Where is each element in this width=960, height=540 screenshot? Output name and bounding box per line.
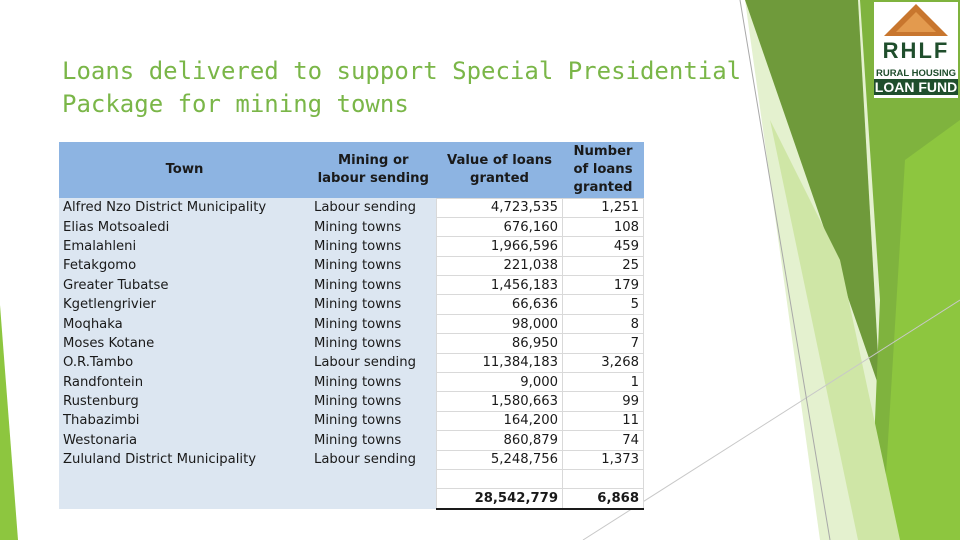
cell-loan-value: 4,723,535 [436, 197, 563, 218]
table-row: Westonaria Mining towns 860,879 74 [59, 430, 644, 451]
cell-sending-type: Mining towns [310, 294, 437, 315]
cell-town: Westonaria [59, 430, 310, 451]
cell-town: Zululand District Municipality [59, 450, 310, 470]
cell-loan-value: 66,636 [436, 294, 563, 315]
cell-town: Moses Kotane [59, 333, 310, 354]
cell-town: Elias Motsoaledi [59, 217, 310, 237]
cell-loan-count: 3,268 [562, 352, 644, 374]
cell-loan-value: 676,160 [436, 216, 563, 238]
cell-sending-type: Mining towns [310, 333, 437, 354]
header-value: Value of loans granted [436, 142, 563, 198]
table-row: Elias Motsoaledi Mining towns 676,160 108 [59, 216, 644, 238]
header-town: Town [59, 142, 310, 198]
house-roof-icon [884, 4, 948, 36]
table-row: Zululand District Municipality Labour sen… [59, 449, 644, 470]
cell-town: Alfred Nzo District Municipality [59, 198, 310, 218]
cell-loan-count: 1 [562, 372, 644, 393]
table-row: Rustenburg Mining towns 1,580,663 99 [59, 391, 644, 412]
cell-sending-type: Mining towns [310, 275, 437, 295]
cell-sending-type: Mining towns [310, 430, 437, 451]
table-row: Emalahleni Mining towns 1,966,596 459 [59, 236, 644, 257]
table-row: Thabazimbi Mining towns 164,200 11 [59, 410, 644, 432]
cell-loan-count: 7 [562, 333, 644, 354]
cell-loan-value: 5,248,756 [436, 449, 563, 470]
table-body: Alfred Nzo District Municipality Labour s… [59, 197, 644, 470]
cell-sending-type: Mining towns [310, 217, 437, 237]
cell-sending-type: Mining towns [310, 411, 437, 431]
cell-sending-type: Mining towns [310, 314, 437, 334]
cell-town: Fetakgomo [59, 256, 310, 276]
cell-loan-count: 108 [562, 216, 644, 238]
cell-loan-value: 221,038 [436, 255, 563, 277]
slide-title-line-1: Loans delivered to support Special Presi… [62, 57, 742, 85]
total-count: 6,868 [562, 488, 644, 510]
cell-town: Randfontein [59, 372, 310, 392]
header-number: Number of loans granted [562, 142, 644, 198]
cell-loan-count: 8 [562, 313, 644, 335]
cell-sending-type: Mining towns [310, 372, 437, 392]
table-total-row: 28,542,779 6,868 [59, 488, 644, 510]
cell-loan-value: 86,950 [436, 333, 563, 354]
cell-sending-type: Labour sending [310, 198, 437, 218]
table-row: Moqhaka Mining towns 98,000 8 [59, 313, 644, 335]
cell-loan-count: 99 [562, 391, 644, 412]
thin-diagonal-line [582, 299, 960, 540]
cell-town: Rustenburg [59, 391, 310, 412]
right-bright-shape [882, 120, 960, 540]
cell-sending-type: Labour sending [310, 353, 437, 373]
slide-title: Loans delivered to support Special Presi… [62, 55, 742, 121]
cell-sending-type: Labour sending [310, 450, 437, 470]
table-row: O.R.Tambo Labour sending 11,384,183 3,268 [59, 352, 644, 374]
table-row: Fetakgomo Mining towns 221,038 25 [59, 255, 644, 277]
cell-loan-value: 860,879 [436, 430, 563, 451]
cell-sending-type: Mining towns [310, 391, 437, 412]
slide-title-line-2: Package for mining towns [62, 90, 409, 118]
cell-loan-value: 11,384,183 [436, 352, 563, 374]
cell-loan-value: 1,456,183 [436, 275, 563, 296]
cell-loan-count: 1,373 [562, 449, 644, 470]
thin-vertical-line [739, 0, 831, 540]
cell-loan-count: 25 [562, 255, 644, 277]
cell-loan-value: 1,966,596 [436, 236, 563, 257]
cell-loan-value: 1,580,663 [436, 391, 563, 412]
cell-loan-count: 459 [562, 236, 644, 257]
table-header-row: Town Mining or labour sending Value of l… [59, 142, 644, 198]
left-green-sliver [0, 305, 18, 540]
cell-loan-count: 179 [562, 275, 644, 296]
cell-town: Greater Tubatse [59, 275, 310, 295]
cell-loan-value: 164,200 [436, 410, 563, 432]
loans-table: Town Mining or labour sending Value of l… [59, 142, 644, 510]
table-row: Randfontein Mining towns 9,000 1 [59, 372, 644, 393]
table-row: Moses Kotane Mining towns 86,950 7 [59, 333, 644, 354]
table-row: Greater Tubatse Mining towns 1,456,183 179 [59, 275, 644, 296]
logo-subtitle: RURAL HOUSING [875, 68, 957, 79]
cell-loan-count: 1,251 [562, 197, 644, 218]
cell-town: Emalahleni [59, 236, 310, 257]
cell-loan-count: 11 [562, 410, 644, 432]
rhlf-logo: RHLF RURAL HOUSING LOAN FUND [874, 2, 958, 98]
cell-town: Moqhaka [59, 314, 310, 334]
table-row: Alfred Nzo District Municipality Labour s… [59, 197, 644, 218]
right-light-shape [770, 120, 900, 540]
total-value: 28,542,779 [436, 488, 563, 510]
cell-loan-value: 9,000 [436, 372, 563, 393]
cell-sending-type: Mining towns [310, 236, 437, 257]
logo-main-text: RHLF [882, 38, 950, 63]
table-row: Kgetlengrivier Mining towns 66,636 5 [59, 294, 644, 315]
cell-loan-count: 74 [562, 430, 644, 451]
header-sending: Mining or labour sending [310, 142, 437, 198]
cell-town: Kgetlengrivier [59, 294, 310, 315]
cell-town: O.R.Tambo [59, 353, 310, 373]
cell-loan-value: 98,000 [436, 313, 563, 335]
cell-loan-count: 5 [562, 294, 644, 315]
logo-subtitle-banner: LOAN FUND [874, 79, 958, 95]
table-spacer-row [59, 468, 644, 490]
cell-sending-type: Mining towns [310, 256, 437, 276]
cell-town: Thabazimbi [59, 411, 310, 431]
